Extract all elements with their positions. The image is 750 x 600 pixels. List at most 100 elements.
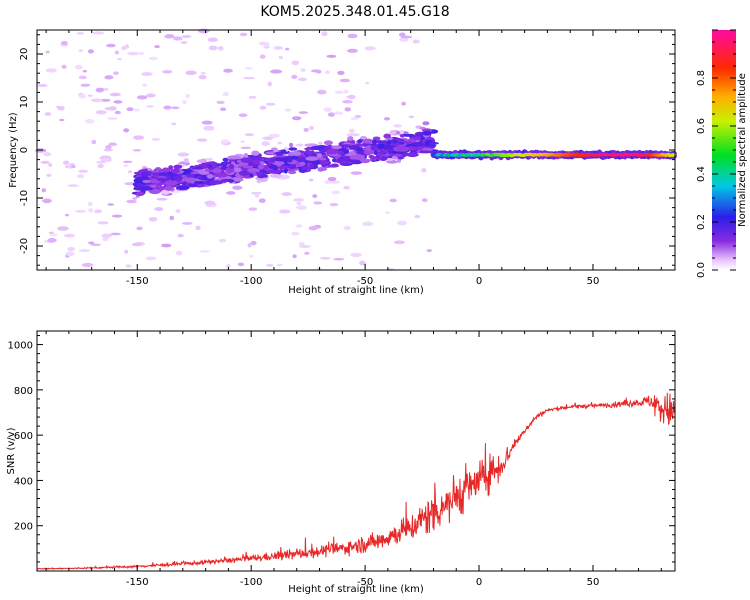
spectrogram-cell: [277, 263, 283, 267]
spectrogram-cell: [291, 60, 300, 66]
spectrogram-cell: [191, 166, 205, 170]
spectrogram-cell: [177, 233, 184, 238]
spectrogram-cell: [240, 140, 245, 144]
spectrogram-cell: [232, 185, 243, 190]
spectrogram-cell: [414, 136, 421, 141]
spectrogram-cell: [381, 155, 387, 161]
spectrogram-cell: [171, 106, 180, 110]
spectrogram-cell: [329, 202, 339, 207]
spectrogram-cell: [325, 70, 330, 75]
spectrogram-cell: [205, 157, 213, 161]
spectrogram-cell: [334, 111, 344, 115]
spectrogram-cell: [164, 180, 178, 186]
spectrogram-cell: [278, 55, 283, 60]
spectrogram-cell: [124, 44, 130, 49]
spectrogram-cell: [279, 209, 291, 214]
spectrogram-y-tick-label: 0: [19, 147, 30, 153]
spectrogram-cell: [281, 192, 292, 197]
spectrogram-cell: [177, 152, 190, 157]
spectrogram-cell: [389, 198, 397, 203]
colorbar-tick-label: 0.0: [696, 262, 707, 278]
snr-axes: -150 -100 -50 0 50 200 400 600 800 1000: [8, 331, 675, 588]
spectrogram-cell: [318, 141, 323, 145]
spectrogram-cell: [239, 157, 254, 163]
spectrogram-cell: [142, 165, 147, 169]
spectrogram-cell: [350, 252, 362, 258]
spectrogram-cell: [401, 101, 407, 106]
spectrogram-cell: [37, 83, 48, 88]
spectrogram-cell: [344, 156, 350, 160]
spectrogram-cell: [90, 98, 103, 103]
spectrogram-cell: [343, 89, 349, 94]
spectrogram-cell: [105, 145, 112, 150]
spectrogram-cell: [227, 179, 235, 183]
spectrogram-cell: [185, 70, 197, 76]
spectrogram-x-tick-label: -150: [126, 276, 149, 287]
spectrogram-cell: [126, 199, 137, 204]
spectrogram-cell: [92, 31, 105, 35]
spectrogram-cell: [95, 87, 104, 93]
spectrogram-cell: [172, 36, 183, 41]
spectrogram-cell: [341, 100, 353, 104]
spectrogram-cell: [171, 122, 177, 126]
spectrogram-cell: [422, 130, 432, 136]
spectrogram-cell: [208, 45, 218, 51]
spectrogram-cell: [383, 133, 392, 139]
spectrogram-cell: [254, 156, 269, 160]
spectrogram-cell: [77, 174, 85, 179]
spectrogram-x-axis-label: Height of straight line (km): [288, 285, 424, 296]
spectrogram-cell: [160, 243, 172, 248]
spectrogram-cell: [308, 225, 318, 231]
snr-y-tick-label: 800: [14, 386, 33, 397]
spectrogram-cell: [325, 148, 339, 155]
spectrogram-cell: [305, 156, 319, 161]
spectrogram-cell: [59, 118, 65, 122]
spectrogram-cell: [74, 65, 83, 70]
spectrogram-cell: [300, 68, 306, 72]
spectrogram-cell: [146, 93, 156, 98]
spectrogram-cell: [220, 107, 227, 112]
spectrogram-cell: [291, 116, 302, 121]
spectrogram-cell: [291, 74, 298, 80]
spectrogram-y-tick-label: 20: [19, 48, 30, 61]
spectrogram-cell: [114, 110, 121, 115]
spectrogram-cell: [110, 232, 121, 236]
spectrogram-cell: [196, 159, 208, 164]
spectrogram-cell: [219, 238, 227, 243]
spectrogram-cell: [399, 134, 405, 138]
spectrogram-cell: [188, 183, 198, 188]
spectrogram-cell: [362, 138, 374, 144]
spectrogram-cell: [251, 150, 260, 156]
spectrogram-cell: [216, 100, 225, 105]
spectrogram-cell: [164, 34, 175, 39]
spectrogram-cell: [412, 39, 420, 44]
spectrogram-cell: [324, 179, 333, 184]
spectrogram-cell: [299, 161, 306, 166]
spectrogram-cell: [347, 94, 356, 100]
spectrogram-cell: [312, 194, 318, 198]
snr-x-tick-label: -100: [240, 577, 263, 588]
spectrogram-cell: [87, 201, 93, 207]
spectrogram-cell: [138, 52, 145, 55]
spectrogram-cell: [251, 191, 262, 195]
spectrogram-cell: [197, 28, 210, 34]
spectrogram-cell: [304, 165, 314, 169]
spectrogram-cell: [88, 208, 94, 213]
spectrogram-cell: [259, 54, 266, 59]
spectrogram-cell: [123, 164, 129, 168]
spectrogram-cell: [316, 152, 322, 158]
spectrogram-cell: [106, 43, 116, 48]
spectrogram-cell: [145, 256, 157, 261]
spectrogram-cell: [278, 165, 288, 170]
spectrogram-cell: [291, 150, 302, 157]
spectrogram-cell: [90, 243, 101, 247]
spectrogram-cell: [217, 45, 224, 51]
spectrogram-cell: [154, 45, 160, 49]
spectrogram-cell: [304, 251, 310, 255]
spectrogram-cell: [370, 144, 377, 151]
spectrogram-cell: [295, 143, 304, 147]
spectrogram-cell: [258, 164, 264, 170]
spectrogram-cell: [63, 233, 76, 238]
spectrogram-cell: [148, 56, 158, 61]
spectrogram-x-tick-label: -100: [240, 276, 263, 287]
